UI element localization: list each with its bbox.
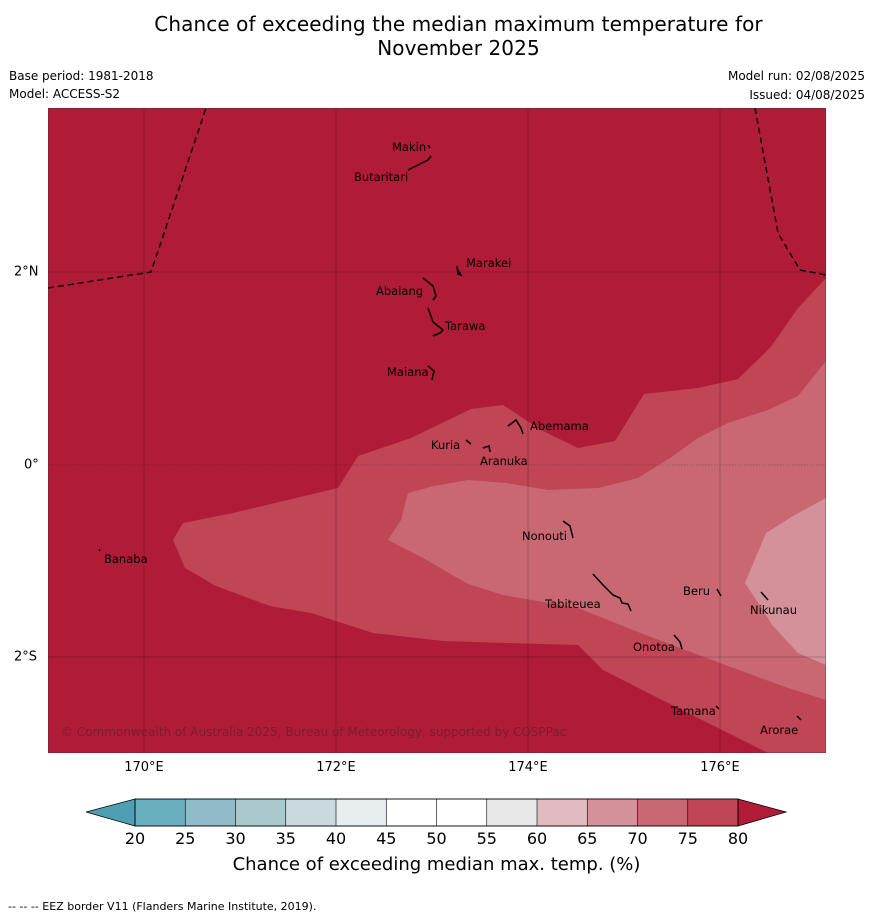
colorbar-tick-label: 20 xyxy=(124,829,146,848)
colorbar-segment xyxy=(335,798,387,827)
label-tabiteuea: Tabiteuea xyxy=(544,597,601,611)
base-period: Base period: 1981-2018 xyxy=(9,69,154,83)
label-marakei: Marakei xyxy=(466,256,511,270)
island-abemama xyxy=(507,418,524,435)
eez-border xyxy=(48,108,826,289)
colorbar-segment xyxy=(687,798,739,827)
colorbar-segment xyxy=(637,798,689,827)
colorbar-extend-high xyxy=(737,798,788,827)
colorbar-extend-low xyxy=(86,798,136,827)
island-marakei xyxy=(456,265,463,277)
lon-label-172e: 172°E xyxy=(316,760,356,775)
colorbar-segment xyxy=(436,798,488,827)
island-outlines xyxy=(98,144,802,721)
island-nikunau xyxy=(760,591,769,601)
model-name: Model: ACCESS-S2 xyxy=(9,87,121,101)
island-onotoa xyxy=(673,634,683,650)
colorbar-segment xyxy=(586,798,639,827)
label-onotoa: Onotoa xyxy=(633,640,675,654)
lat-label-0: 0° xyxy=(24,457,39,473)
label-makin: Makin xyxy=(392,140,426,154)
lon-label-170e: 170°E xyxy=(124,760,164,775)
colorbar-tick-label: 25 xyxy=(175,829,196,848)
forecast-map: Makin Butaritari Marakei Abaiang Tarawa … xyxy=(48,108,826,753)
label-banaba: Banaba xyxy=(104,552,148,566)
label-beru: Beru xyxy=(683,584,710,598)
issued-date: Issued: 04/08/2025 xyxy=(749,88,865,102)
island-arorae xyxy=(796,715,802,721)
model-run-date: Model run: 02/08/2025 xyxy=(727,69,865,83)
lat-label-2n: 2°N xyxy=(14,264,39,280)
lat-label-2s: 2°S xyxy=(14,649,38,665)
island-kuria xyxy=(465,439,472,445)
label-aranuka: Aranuka xyxy=(480,454,528,468)
island-tamana xyxy=(715,705,720,710)
island-banaba xyxy=(98,548,101,552)
label-tamana: Tamana xyxy=(670,704,716,718)
colorbar-segment xyxy=(184,798,237,827)
label-tarawa: Tarawa xyxy=(444,319,485,333)
band-65-70 xyxy=(745,498,826,665)
colorbar-tick-label: 45 xyxy=(376,829,397,848)
label-arorae: Arorae xyxy=(760,723,798,737)
island-nonouti xyxy=(562,520,574,539)
colorbar-segment xyxy=(536,798,588,827)
island-beru xyxy=(716,588,722,597)
island-tarawa xyxy=(427,307,445,337)
label-maiana: Maiana xyxy=(387,365,429,379)
eez-legend-note: -- -- -- EEZ border V11 (Flanders Marine… xyxy=(8,900,317,913)
colorbar-tick-label: 40 xyxy=(325,829,347,848)
label-abemama: Abemama xyxy=(530,419,589,433)
colorbar-tick-label: 70 xyxy=(627,829,648,848)
island-makin xyxy=(427,144,431,149)
label-nonouti: Nonouti xyxy=(522,529,567,543)
chart-title: Chance of exceeding the median maximum t… xyxy=(0,12,873,60)
colorbar-label: Chance of exceeding median max. temp. (%… xyxy=(232,854,641,875)
colorbar-tick-label: 65 xyxy=(577,829,598,848)
colorbar-tick-label: 75 xyxy=(677,829,698,848)
label-abaiang: Abaiang xyxy=(376,284,423,298)
colorbar-segment xyxy=(285,798,337,827)
colorbar-segment xyxy=(486,798,538,827)
colorbar-tick-label: 30 xyxy=(225,829,246,848)
colorbar-segment xyxy=(134,798,186,827)
label-butaritari: Butaritari xyxy=(354,170,408,184)
island-butaritari xyxy=(407,155,432,171)
colorbar-tick-label: 55 xyxy=(476,829,497,848)
island-tabiteuea xyxy=(592,573,632,612)
label-nikunau: Nikunau xyxy=(750,603,797,617)
lon-label-176e: 176°E xyxy=(700,760,740,775)
title-line-2: November 2025 xyxy=(377,36,540,60)
colorbar-segment xyxy=(235,798,287,827)
colorbar-tick-label: 35 xyxy=(275,829,296,848)
copyright-credit: © Commonwealth of Australia 2025, Bureau… xyxy=(61,725,566,739)
colorbar xyxy=(86,798,788,827)
colorbar-tick-label: 50 xyxy=(426,829,447,848)
band-70-75 xyxy=(388,361,826,700)
colorbar-segment xyxy=(385,798,438,827)
label-kuria: Kuria xyxy=(431,438,460,452)
island-aranuka xyxy=(482,445,491,453)
colorbar-tick-label: 60 xyxy=(526,829,548,848)
colorbar-tick-label: 80 xyxy=(727,829,749,848)
colorbar-segments xyxy=(134,798,739,827)
graticule xyxy=(48,108,826,753)
lon-label-174e: 174°E xyxy=(508,760,548,775)
island-maiana xyxy=(427,365,435,381)
colorbar-outline xyxy=(134,798,739,827)
island-abaiang xyxy=(422,277,437,301)
map-frame xyxy=(48,108,826,753)
title-line-1: Chance of exceeding the median maximum t… xyxy=(154,12,763,36)
